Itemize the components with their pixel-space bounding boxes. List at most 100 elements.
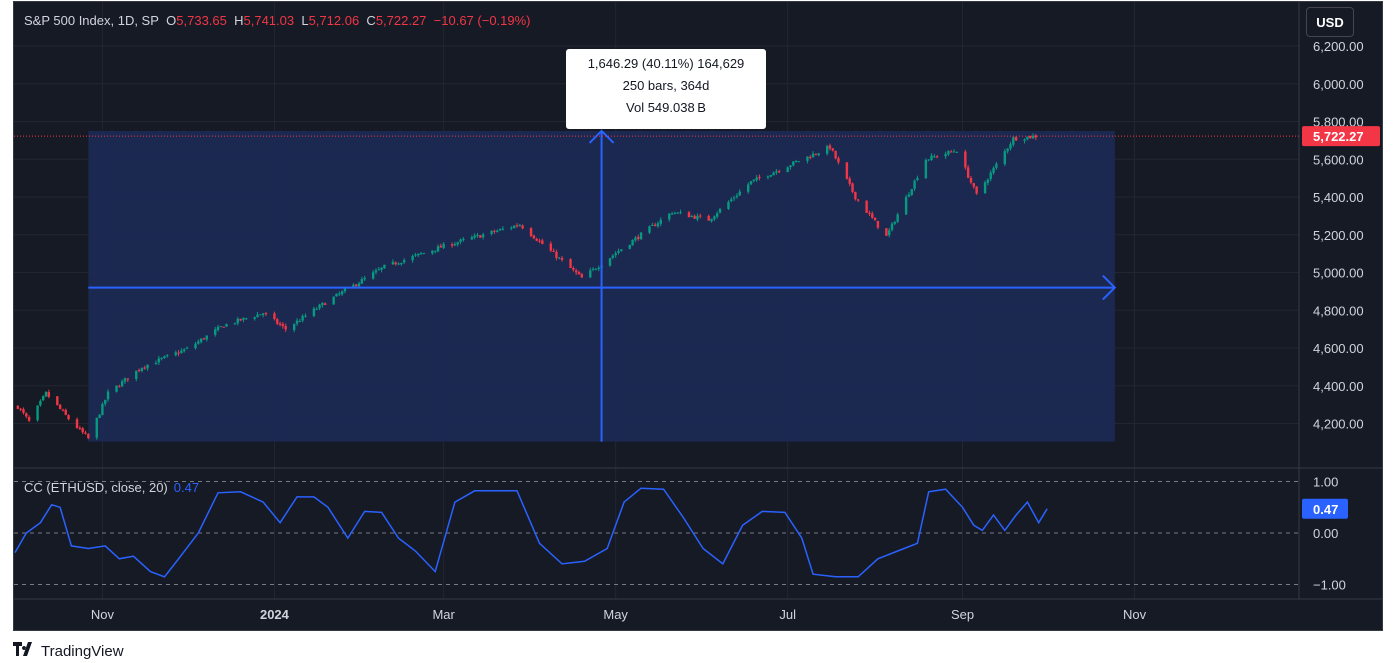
candle-body [837,158,840,163]
candle-body [769,175,772,177]
price-tick-label: 4,800.00 [1313,303,1364,318]
chart-canvas[interactable]: 4,200.00 4,400.00 4,600.00 4,800.00 5,000.00… [14,2,1383,631]
candle-body [856,199,860,201]
candle-body [321,302,324,306]
candle-body [966,167,970,178]
candle-body [558,257,561,259]
candle-body [817,153,820,156]
candle-body [738,191,741,196]
candle-body [865,200,868,213]
candle-body [371,272,375,279]
candle-body [696,215,699,220]
candle-body [332,296,335,305]
candle-body [1014,137,1018,141]
brand-name: TradingView [41,643,124,660]
candle-body [651,224,654,226]
candle-body [95,417,98,438]
indicator-value: 0.47 [173,480,200,495]
candle-body [766,176,770,178]
candle-body [950,151,953,153]
candle-body [281,324,285,327]
candle-body [363,277,366,280]
candle-body [809,156,812,158]
candle-body [501,228,505,230]
candle-body [394,262,397,265]
candle-body [433,250,437,252]
candle-body [935,156,939,158]
candle-body [983,182,987,194]
candle-body [577,272,581,275]
currency-button[interactable]: USD [1306,7,1354,37]
candle-body [594,269,598,271]
candle-body [67,415,70,420]
candle-body [253,317,256,319]
candle-body [639,232,643,240]
candle-body [989,172,992,180]
candle-body [400,262,403,265]
candle-body [335,293,338,297]
candle-body [755,177,758,181]
candle-body [47,392,51,397]
candle-body [532,235,536,239]
candle-body [718,208,722,213]
candle-body [512,225,516,229]
candle-body [1003,151,1007,165]
candle-body [462,238,465,240]
candle-body [78,428,82,430]
candle-body [992,167,995,173]
candle-body [242,317,245,320]
candle-body [126,378,129,380]
candle-body [154,362,158,365]
indicator-label: CC (ETHUSD, close, 20) [24,480,168,495]
candle-body [298,321,302,323]
candle-body [715,213,719,217]
time-tick-label: Nov [91,607,115,622]
candle-body [620,249,623,251]
candle-body [1029,135,1032,139]
candle-body [417,253,420,256]
candle-body [670,213,674,215]
candle-body [340,291,344,295]
candle-body [637,237,640,239]
candle-body [104,399,107,404]
chart-frame[interactable]: 4,200.00 4,400.00 4,600.00 4,800.00 5,000.00… [13,1,1383,631]
candle-body [157,358,161,363]
candle-body [166,355,169,357]
candle-body [828,145,832,149]
candle-body [498,229,502,231]
indicator-legend[interactable]: CC (ETHUSD, close, 20) 0.47 [24,480,199,495]
last-price-label: 5,722.27 [1313,129,1364,144]
candle-body [470,237,474,240]
candle-body [673,212,677,214]
candle-body [431,250,434,254]
candles-group [16,133,1038,440]
price-tick-label: 5,000.00 [1313,266,1364,281]
indicator-tick-label: 1.00 [1313,475,1338,490]
price-tick-label: 5,800.00 [1313,115,1364,130]
candle-body [194,343,197,349]
candle-body [679,212,682,214]
candle-body [236,318,239,324]
candle-body [910,189,913,195]
candle-body [222,326,225,328]
candle-body [318,304,321,309]
candle-body [907,194,911,197]
low-value: 5,712.06 [308,13,360,28]
candle-body [1026,136,1029,140]
candle-body [453,243,457,246]
candle-body [259,314,262,316]
candle-body [185,347,189,349]
candle-body [459,239,462,242]
price-tick-label: 6,000.00 [1313,77,1364,92]
candle-body [377,269,380,271]
price-tick-label: 4,400.00 [1313,379,1364,394]
time-tick-label: 2024 [260,607,290,622]
candle-body [614,253,617,256]
high-label: H [234,13,244,28]
price-tick-label: 4,600.00 [1313,341,1364,356]
candle-body [541,240,544,244]
candle-body [273,313,276,320]
candle-body [597,267,600,269]
candle-body [789,165,792,168]
candle-body [84,432,87,434]
